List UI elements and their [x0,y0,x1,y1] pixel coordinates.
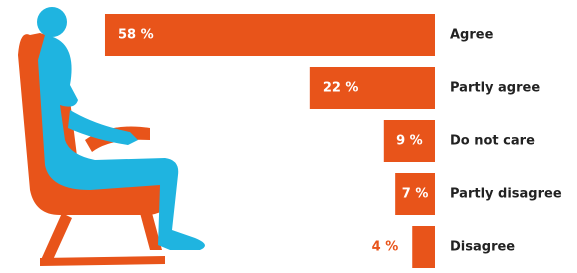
bar [412,226,435,268]
chart: 58 % Agree 22 % Partly agree 9 % Do not care 7… [0,0,577,273]
category-label: Partly disagree [450,187,562,202]
value-label: 58 % [118,28,154,43]
category-label: Agree [450,28,494,43]
category-label: Do not care [450,134,535,149]
bar [105,14,435,56]
value-label: 7 % [402,187,429,202]
category-label: Partly agree [450,81,540,96]
value-label: 9 % [396,134,423,149]
category-label: Disagree [450,240,515,255]
value-label: 4 % [372,240,399,255]
value-label: 22 % [323,81,359,96]
